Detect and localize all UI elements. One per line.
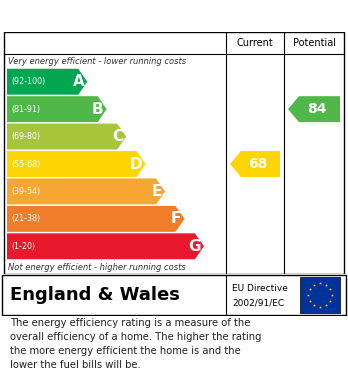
Text: 2002/91/EC: 2002/91/EC — [232, 298, 284, 307]
Text: C: C — [112, 129, 123, 144]
Polygon shape — [7, 96, 107, 122]
Text: Energy Efficiency Rating: Energy Efficiency Rating — [63, 9, 285, 23]
Text: Very energy efficient - lower running costs: Very energy efficient - lower running co… — [8, 57, 186, 66]
Polygon shape — [7, 206, 184, 232]
Text: EU Directive: EU Directive — [232, 284, 288, 293]
Text: The energy efficiency rating is a measure of the
overall efficiency of a home. T: The energy efficiency rating is a measur… — [10, 318, 262, 370]
Text: (39-54): (39-54) — [11, 187, 40, 196]
Text: Not energy efficient - higher running costs: Not energy efficient - higher running co… — [8, 262, 186, 271]
Text: Current: Current — [237, 38, 274, 48]
Text: England & Wales: England & Wales — [10, 286, 180, 304]
Text: (55-68): (55-68) — [11, 160, 40, 169]
Bar — [300, 277, 340, 313]
Text: (21-38): (21-38) — [11, 214, 40, 223]
Text: (1-20): (1-20) — [11, 242, 35, 251]
Polygon shape — [7, 233, 204, 259]
Text: G: G — [188, 239, 201, 254]
Text: 68: 68 — [248, 157, 268, 171]
Text: 84: 84 — [308, 102, 327, 116]
Polygon shape — [7, 151, 145, 177]
Text: B: B — [92, 102, 104, 117]
Polygon shape — [288, 96, 340, 122]
Text: Potential: Potential — [293, 38, 335, 48]
Text: (81-91): (81-91) — [11, 105, 40, 114]
Text: E: E — [152, 184, 162, 199]
Text: (69-80): (69-80) — [11, 132, 40, 141]
Polygon shape — [7, 69, 87, 95]
Polygon shape — [230, 151, 280, 177]
Text: F: F — [171, 212, 181, 226]
Text: D: D — [130, 156, 143, 172]
Polygon shape — [7, 178, 165, 204]
Polygon shape — [7, 124, 126, 149]
Text: (92-100): (92-100) — [11, 77, 45, 86]
Text: A: A — [72, 74, 84, 89]
